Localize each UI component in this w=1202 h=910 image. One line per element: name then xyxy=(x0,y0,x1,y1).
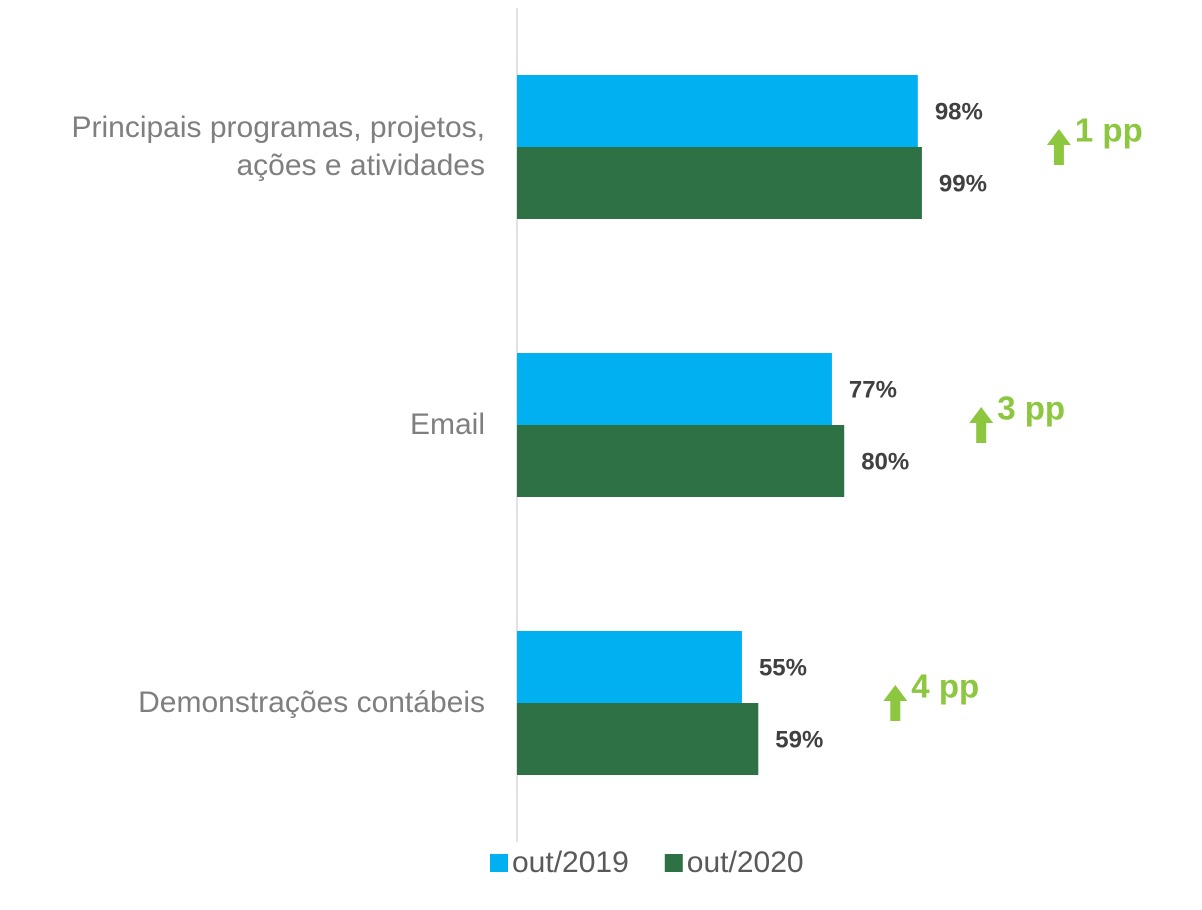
bar xyxy=(517,425,845,497)
annotation-text: 4 pp xyxy=(911,668,979,705)
category-label: Principais programas, projetos, ações e … xyxy=(71,111,485,182)
value-label: 59% xyxy=(775,726,823,753)
arrow-icon xyxy=(969,407,994,443)
annotation: 4 pp xyxy=(883,668,979,721)
category-label: Demonstrações contábeis xyxy=(138,686,485,719)
legend-label: out/2019 xyxy=(512,846,629,879)
bar xyxy=(517,353,832,425)
value-label: 98% xyxy=(935,98,983,125)
legend-label: out/2020 xyxy=(687,846,804,879)
annotation: 3 pp xyxy=(969,390,1065,443)
arrow-icon xyxy=(883,685,908,721)
bar xyxy=(517,631,742,703)
value-label: 55% xyxy=(759,654,807,681)
bar xyxy=(517,75,918,147)
value-label: 77% xyxy=(849,376,897,403)
annotation: 1 pp xyxy=(1046,112,1143,165)
bar xyxy=(517,703,759,775)
value-label: 99% xyxy=(939,170,987,197)
annotation-text: 3 pp xyxy=(997,390,1065,427)
value-label: 80% xyxy=(861,448,909,475)
category-label: Email xyxy=(409,408,485,441)
annotation-text: 1 pp xyxy=(1075,112,1143,149)
arrow-icon xyxy=(1046,129,1071,165)
legend-swatch xyxy=(664,854,683,872)
legend-swatch xyxy=(490,854,508,872)
bar xyxy=(517,147,922,219)
